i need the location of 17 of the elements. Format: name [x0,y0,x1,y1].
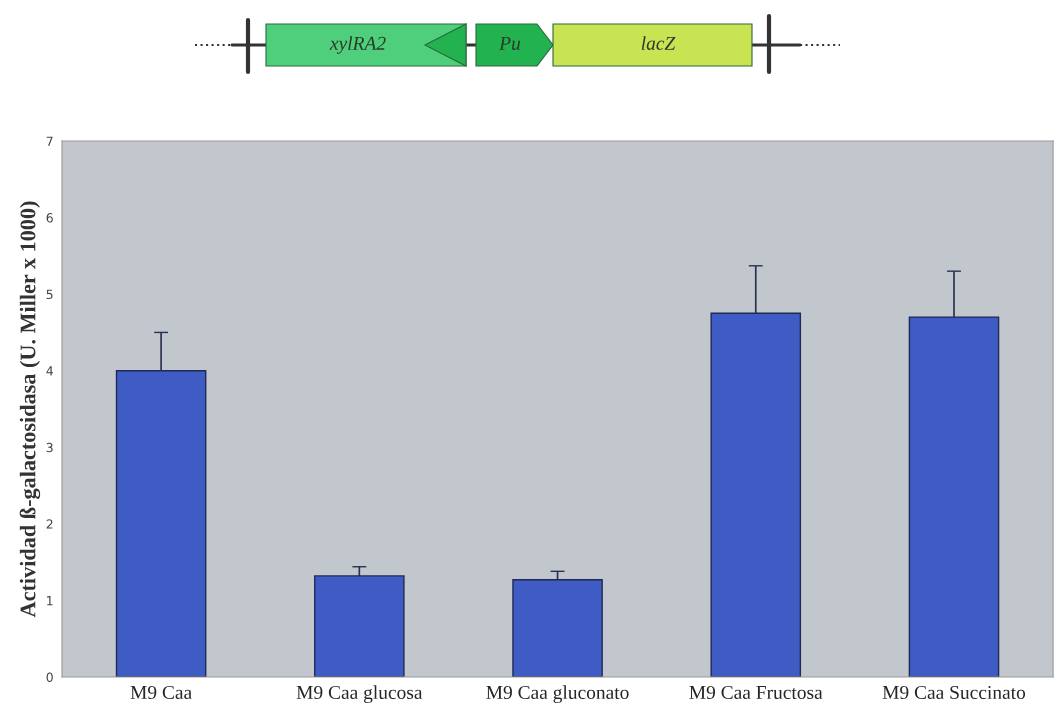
text: lacZ [641,36,676,50]
y-tick-label: 2 [46,519,53,529]
x-tick-label: M9 Caa glucosa [296,685,423,704]
x-tick-label: M9 Caa Fructosa [689,685,823,700]
y-tick-label: 3 [46,442,53,453]
x-tick-label: M9 Caa Succinato [882,685,1026,700]
y-tick-label: 6 [46,213,53,223]
x-tick-label: M9 Caa gluconato [486,685,629,704]
y-tick-label: 4 [46,366,53,376]
x-tick-label: M9 Caa [130,685,192,700]
y-tick-label: 5 [46,289,53,300]
y-tick-label: 7 [46,136,53,146]
y-axis-title: Actividad ß-galactosidasa (U. Miller x 1000) [19,201,41,618]
y-tick-label: 1 [47,596,53,606]
text: xylRA2 [329,36,386,54]
text: Pu [499,36,521,50]
y-tick-label: 0 [46,672,53,682]
